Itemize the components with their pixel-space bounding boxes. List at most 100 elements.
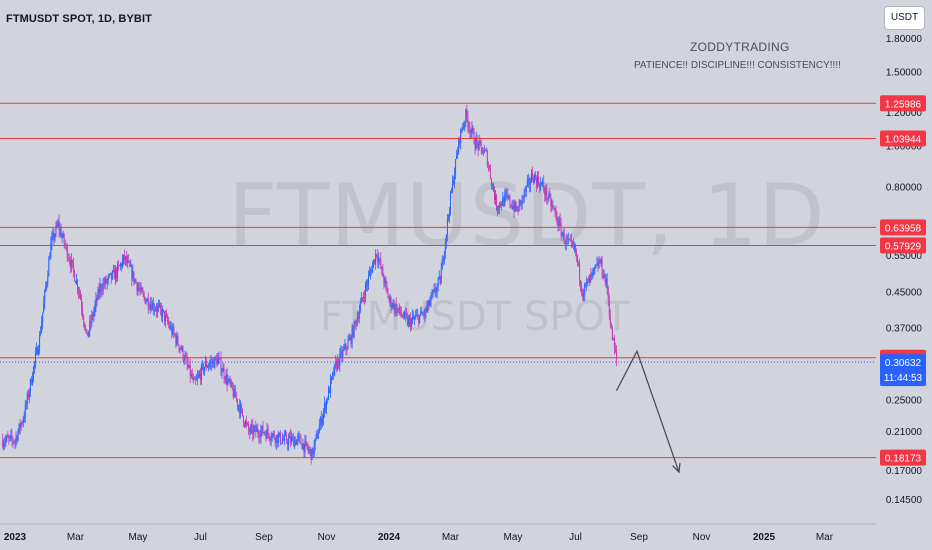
candle-body	[285, 434, 287, 436]
candle-body	[191, 373, 193, 380]
candle-body	[19, 423, 21, 428]
candle-body	[439, 276, 441, 284]
candle-body	[292, 436, 294, 438]
candle-body	[96, 298, 98, 301]
candle-body	[602, 274, 604, 278]
candle-body	[569, 239, 571, 241]
candle-body	[511, 205, 513, 209]
candle-body	[570, 239, 572, 242]
candle-body	[73, 270, 75, 282]
candle-body	[362, 297, 364, 299]
candle-body	[293, 436, 295, 447]
candle-body	[424, 309, 426, 316]
candle-body	[458, 138, 460, 153]
candle-body	[28, 391, 30, 398]
candle-body	[142, 291, 144, 294]
candle-body	[431, 294, 433, 295]
candle-body	[275, 434, 277, 443]
candle-body	[192, 378, 194, 380]
candle-body	[333, 372, 335, 376]
candle-body	[363, 297, 365, 299]
candle-body	[307, 447, 309, 451]
candle-body	[467, 117, 469, 127]
candle-body	[515, 202, 517, 210]
candle-body	[583, 293, 585, 297]
candle-body	[234, 388, 236, 398]
candle-body	[442, 259, 444, 262]
candle-body	[52, 233, 54, 238]
candle-body	[43, 302, 45, 313]
candle-body	[432, 290, 434, 295]
candle-body	[61, 236, 63, 238]
candle-body	[295, 439, 297, 445]
candle-body	[227, 380, 229, 385]
candle-body	[170, 326, 172, 329]
candle-body	[12, 439, 14, 442]
candle-body	[231, 382, 233, 389]
candle-body	[485, 150, 487, 151]
candle-body	[357, 317, 359, 319]
candle-body	[391, 306, 393, 308]
candle-body	[228, 379, 230, 381]
candle-body	[518, 202, 520, 212]
candle-body	[455, 159, 457, 175]
symbol-title[interactable]: FTMUSDT SPOT, 1D, BYBIT	[6, 13, 152, 25]
candle-body	[212, 360, 214, 364]
candle-body	[143, 293, 145, 298]
currency-button[interactable]: USDT	[884, 6, 925, 30]
candle-body	[537, 176, 539, 186]
candle-body	[523, 190, 525, 198]
candle-body	[137, 287, 139, 291]
candle-body	[433, 288, 435, 291]
candle-body	[327, 399, 329, 401]
candle-body	[162, 309, 164, 317]
candle-body	[567, 239, 569, 241]
candle-body	[273, 432, 275, 439]
candle-body	[250, 426, 252, 433]
candle-body	[332, 372, 334, 377]
candle-body	[99, 284, 101, 294]
candle-body	[568, 239, 570, 240]
candle-body	[131, 265, 133, 280]
candle-body	[578, 262, 580, 264]
candle-body	[444, 241, 446, 254]
candle-body	[14, 441, 16, 443]
candle-body	[93, 310, 95, 317]
candle-body	[586, 281, 588, 284]
candle-body	[507, 193, 509, 198]
candle-body	[510, 204, 512, 206]
candle-body	[145, 301, 147, 304]
candle-body	[347, 340, 349, 349]
candle-body	[487, 166, 489, 168]
price-tick: 0.80000	[886, 182, 923, 193]
candle-body	[388, 297, 390, 301]
candle-body	[115, 269, 117, 278]
candle-body	[239, 405, 241, 414]
candle-body	[80, 292, 82, 300]
candle-body	[352, 328, 354, 337]
candle-body	[199, 373, 201, 380]
candle-body	[337, 359, 339, 370]
candle-body	[452, 180, 454, 191]
candle-body	[196, 376, 198, 379]
candle-body	[262, 425, 264, 433]
candle-body	[303, 443, 305, 453]
candle-body	[520, 200, 522, 205]
candle-body	[112, 269, 114, 272]
candle-body	[531, 173, 533, 179]
candle-body	[454, 174, 456, 184]
candle-body	[545, 188, 547, 195]
candle-body	[88, 331, 90, 337]
candle-body	[340, 351, 342, 353]
candle-body	[425, 309, 427, 312]
candle-body	[291, 437, 293, 443]
candle-body	[483, 150, 485, 153]
candle-body	[47, 276, 49, 283]
candle-body	[63, 234, 65, 244]
candle-body	[400, 313, 402, 316]
candle-body	[434, 288, 436, 293]
candle-body	[44, 290, 46, 303]
candle-body	[361, 297, 363, 299]
candle-body	[557, 222, 559, 227]
